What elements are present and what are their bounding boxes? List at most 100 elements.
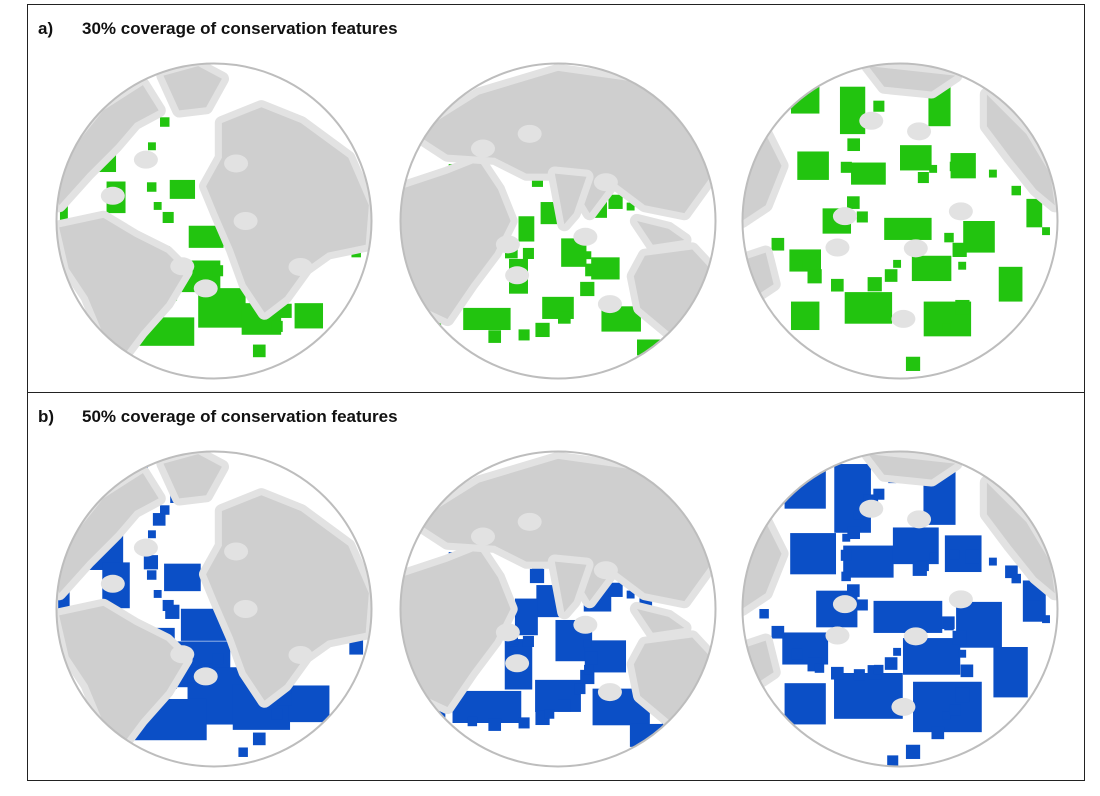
selected-cell: [294, 303, 324, 329]
landmass: [59, 217, 186, 357]
selected-cell: [522, 247, 534, 259]
selected-cell: [574, 683, 586, 695]
selected-cell: [558, 699, 571, 712]
selected-cell: [584, 664, 594, 675]
selected-cell: [147, 142, 156, 151]
landmass: [986, 482, 1055, 594]
selected-cell: [851, 162, 886, 185]
globe-rim: [55, 450, 373, 768]
seamount: [825, 238, 850, 257]
landmass: [868, 66, 956, 92]
seamount: [907, 122, 932, 141]
seamount: [505, 266, 530, 285]
seamount: [100, 574, 125, 593]
selected-cell: [790, 81, 820, 114]
panel-b-title: b) 50% coverage of conservation features: [38, 407, 398, 427]
seamount: [903, 627, 928, 646]
landmass: [415, 70, 713, 214]
selected-cell: [1042, 227, 1050, 236]
seamount: [948, 202, 973, 221]
globe-pacific: [742, 451, 1058, 767]
landmass: [206, 495, 369, 701]
landmass: [59, 605, 186, 745]
selected-cell: [583, 251, 592, 260]
selected-cell: [873, 664, 884, 675]
seamount: [517, 512, 542, 531]
selected-cell: [759, 609, 769, 619]
selected-cell: [488, 718, 502, 731]
selected-cell: [998, 266, 1023, 302]
selected-cell: [271, 320, 283, 332]
selected-cell: [905, 356, 921, 371]
landmass: [742, 522, 782, 609]
selected-cell: [913, 681, 982, 733]
selected-cell: [965, 549, 980, 564]
seamount: [470, 139, 495, 158]
selected-cell: [288, 685, 330, 723]
selected-cell: [147, 530, 156, 539]
selected-cell: [514, 598, 538, 636]
landmass: [554, 173, 587, 225]
selected-cell: [252, 732, 266, 746]
selected-cell: [955, 299, 970, 315]
selected-cell: [856, 211, 868, 223]
panel-a: a) 30% coverage of conservation features: [27, 4, 1085, 393]
seamount: [825, 626, 850, 645]
selected-cell: [518, 717, 530, 729]
selected-cell: [893, 259, 902, 268]
selected-cell: [884, 657, 898, 670]
selected-cell: [931, 726, 945, 740]
selected-cell: [887, 755, 899, 767]
selected-cell: [608, 582, 623, 597]
selected-cell: [949, 161, 960, 172]
selected-cell: [831, 666, 844, 680]
selected-cell: [771, 237, 785, 251]
selected-cell: [467, 716, 478, 727]
seamount: [597, 295, 622, 314]
selected-cell: [583, 639, 592, 648]
selected-cell: [626, 590, 635, 599]
seamount: [948, 590, 973, 609]
seamount: [495, 235, 520, 254]
selected-cell: [856, 599, 868, 611]
seamount: [193, 667, 218, 686]
selected-cell: [187, 673, 197, 683]
selected-cell: [847, 196, 860, 209]
selected-cell: [252, 344, 266, 358]
seamount: [470, 527, 495, 546]
globe-rim: [399, 450, 717, 768]
selected-cell: [188, 225, 224, 248]
selected-cell: [1026, 198, 1043, 228]
seamount: [505, 654, 530, 673]
landmass: [868, 454, 956, 480]
selected-cell: [165, 604, 180, 619]
seamount: [193, 279, 218, 298]
selected-cell: [160, 505, 170, 515]
selected-cell: [840, 549, 852, 561]
seamount: [593, 561, 618, 580]
seamount: [907, 510, 932, 529]
selected-cell: [917, 172, 929, 184]
selected-cell: [164, 563, 201, 592]
selected-cell: [893, 647, 902, 656]
seamount: [170, 257, 195, 276]
selected-cell: [873, 600, 943, 633]
continental-shelf: [547, 554, 594, 620]
selected-cell: [531, 175, 543, 187]
selected-cell: [842, 533, 851, 542]
selected-cell: [626, 202, 635, 211]
seamount: [100, 186, 125, 205]
selected-cell: [993, 646, 1028, 698]
selected-cell: [942, 711, 951, 720]
selected-cell: [807, 269, 822, 284]
selected-cell: [791, 260, 803, 272]
selected-cell: [580, 281, 595, 297]
selected-cell: [911, 255, 952, 282]
seamount: [891, 309, 916, 328]
selected-cell: [929, 552, 938, 561]
selected-cell: [790, 301, 820, 331]
selected-cell: [162, 211, 174, 224]
selected-cell: [585, 651, 598, 665]
selected-cell: [949, 549, 960, 560]
selected-cell: [949, 704, 961, 716]
